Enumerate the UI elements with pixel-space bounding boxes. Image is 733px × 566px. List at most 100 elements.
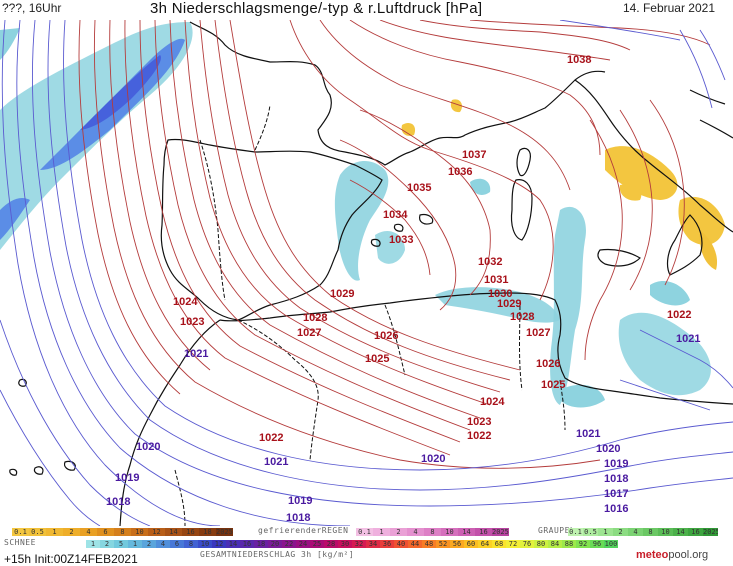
isobar-label-red: 1037 — [462, 149, 486, 161]
legend-total-cell: 56 — [450, 540, 464, 548]
header-bar: ???, 16Uhr 3h Niederschlagsmenge/-typ & … — [0, 0, 733, 20]
legend-graupel-cell: 0.5 — [583, 528, 598, 536]
isobar-label-red: 1029 — [330, 288, 354, 300]
legend-snow-cell: 0.1 — [12, 528, 29, 536]
isobar-label-red: 1026 — [536, 358, 560, 370]
isobar-label-blue: 1021 — [264, 456, 288, 468]
legend-freezing-cell: 1 — [373, 528, 390, 536]
legend-freezing-cell: 10 — [441, 528, 458, 536]
isobar-label-blue: 1021 — [576, 428, 600, 440]
isobar-label-blue: 1019 — [115, 472, 139, 484]
isobar-label-blue: 1018 — [286, 512, 310, 524]
legend-snow-title: SCHNEE — [4, 538, 36, 547]
legend-snow-cell: 18 — [199, 528, 216, 536]
isobar-label-red: 1027 — [526, 327, 550, 339]
legend-total-cell: 32 — [352, 540, 366, 548]
isobar-label-red: 1023 — [467, 416, 491, 428]
legend-total-cell: 10 — [198, 540, 212, 548]
legend-snow-cell: 6 — [97, 528, 114, 536]
map-title: 3h Niederschlagsmenge/-typ & r.Luftdruck… — [150, 0, 483, 17]
legend-graupel-title: GRAUPEL — [538, 526, 576, 535]
precipitation-layer — [0, 22, 725, 408]
legend-total-cell: 20 — [268, 540, 282, 548]
isobar-label-red: 1029 — [497, 298, 521, 310]
legend-total-title: GESAMTNIEDERSCHLAG 3h [kg/m²] — [200, 550, 355, 559]
isobar-label-red: 1025 — [541, 379, 565, 391]
isobar-label-red: 1025 — [365, 353, 389, 365]
legend-total-cell: 8 — [184, 540, 198, 548]
legend-snow-cell: 14 — [165, 528, 182, 536]
isobar-label-red: 1022 — [259, 432, 283, 444]
isobar-label-red: 1034 — [383, 209, 408, 221]
isobar-label-blue: 1020 — [421, 453, 445, 465]
legend-total-cell: 4 — [156, 540, 170, 548]
isobar-labels-red: 1038103710361035103410331032103110301029… — [173, 54, 691, 444]
legend-freezing-cell: 2 — [390, 528, 407, 536]
legend-total-cell: 1 — [128, 540, 142, 548]
legend-total-cell: 60 — [464, 540, 478, 548]
legend-total-cell: 72 — [506, 540, 520, 548]
legend-total-cell: 2 — [142, 540, 156, 548]
legend-total-cell: 48 — [422, 540, 436, 548]
legend-total-cell: 22 — [282, 540, 296, 548]
legend-total-cell: 1 — [86, 540, 100, 548]
legend-total-cell: 25 — [310, 540, 324, 548]
legend-graupel-cell: 4 — [628, 528, 643, 536]
legend-freezing-cell: 8 — [424, 528, 441, 536]
legend-total-cell: 76 — [520, 540, 534, 548]
isobar-label-blue: 1017 — [604, 488, 628, 500]
meteopool-logo[interactable]: meteopool.org — [636, 549, 708, 561]
isobar-labels-blue: 1021 1021 1021 1021 1020 1020 1020 1019 1019 1019… — [106, 333, 700, 524]
legend-total-cell: 30 — [338, 540, 352, 548]
legend-graupel-cell: 10 — [658, 528, 673, 536]
legend-total-cell: 52 — [436, 540, 450, 548]
isobar-label-red: 1026 — [374, 330, 398, 342]
legend-total-cell: 40 — [394, 540, 408, 548]
legend-snow-cell: 4 — [80, 528, 97, 536]
legend-snow-cell: 2 — [63, 528, 80, 536]
legend-freezing-cell: 2025+ — [492, 528, 509, 536]
isobar-label-red: 1035 — [407, 182, 431, 194]
legend-snow-cell: 1 — [46, 528, 63, 536]
isobar-label-red: 1036 — [448, 166, 472, 178]
legend-graupel-cell: 0.1 — [568, 528, 583, 536]
legend-graupel-cell: 16 — [688, 528, 703, 536]
legend-total-cell: 84 — [548, 540, 562, 548]
legend-freezing-cell: 14 — [458, 528, 475, 536]
legend-total-cell: 18 — [254, 540, 268, 548]
legend-total-cell: 68 — [492, 540, 506, 548]
legend-freezing-title: gefrierenderREGEN — [258, 526, 349, 535]
isobar-label-red: 1023 — [180, 316, 204, 328]
legend-snow-cell: 0.5 — [29, 528, 46, 536]
legend-total-cell: 88 — [562, 540, 576, 548]
legend-graupel-cell: 8 — [643, 528, 658, 536]
legend-freezing-cell: 4 — [407, 528, 424, 536]
coastline-layer — [9, 21, 733, 526]
weather-map: 1038103710361035103410331032103110301029… — [0, 20, 733, 526]
legend-total-cell: 80 — [534, 540, 548, 548]
isobar-label-red: 1031 — [484, 274, 508, 286]
legend-snow-cell: 8 — [114, 528, 131, 536]
isobar-label-blue: 1021 — [184, 348, 208, 360]
legend-graupel-cell: 14 — [673, 528, 688, 536]
legend-freezing-cell: 0.1 — [356, 528, 373, 536]
isobar-label-red: 1032 — [478, 256, 502, 268]
legend-total-cell: 96 — [590, 540, 604, 548]
isobar-label-blue: 1019 — [288, 495, 312, 507]
isobar-label-blue: 1018 — [604, 473, 628, 485]
isobar-label-red: 1028 — [510, 311, 534, 323]
legend-snow-cell: 16 — [182, 528, 199, 536]
legend-snow-cell: 10 — [131, 528, 148, 536]
isobar-label-blue: 1020 — [136, 441, 160, 453]
isobar-label-red: 1038 — [567, 54, 591, 66]
legend-total-cell: 36 — [380, 540, 394, 548]
isobar-label-blue: 1020 — [596, 443, 620, 455]
legend-total-cell: 92 — [576, 540, 590, 548]
legend-total-cell: 34 — [366, 540, 380, 548]
borders-layer — [174, 104, 566, 526]
legend-total-cell: 16 — [240, 540, 254, 548]
isobar-label-red: 1028 — [303, 312, 327, 324]
legend-graupel-cell: 2025+ — [703, 528, 718, 536]
